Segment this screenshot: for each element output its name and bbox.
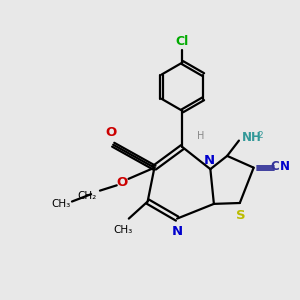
Text: CH₂: CH₂ [77, 190, 96, 201]
Text: O: O [116, 176, 128, 189]
Text: Cl: Cl [176, 35, 189, 48]
Text: N: N [204, 154, 215, 167]
Text: O: O [105, 126, 116, 140]
Text: H: H [196, 130, 204, 141]
Text: CH₃: CH₃ [114, 225, 133, 235]
Text: N: N [280, 160, 290, 173]
Text: S: S [236, 209, 246, 222]
Text: C: C [270, 160, 279, 173]
Text: N: N [172, 225, 183, 238]
Text: NH: NH [242, 131, 262, 144]
Text: 2: 2 [257, 131, 263, 140]
Text: CH₃: CH₃ [52, 199, 71, 208]
